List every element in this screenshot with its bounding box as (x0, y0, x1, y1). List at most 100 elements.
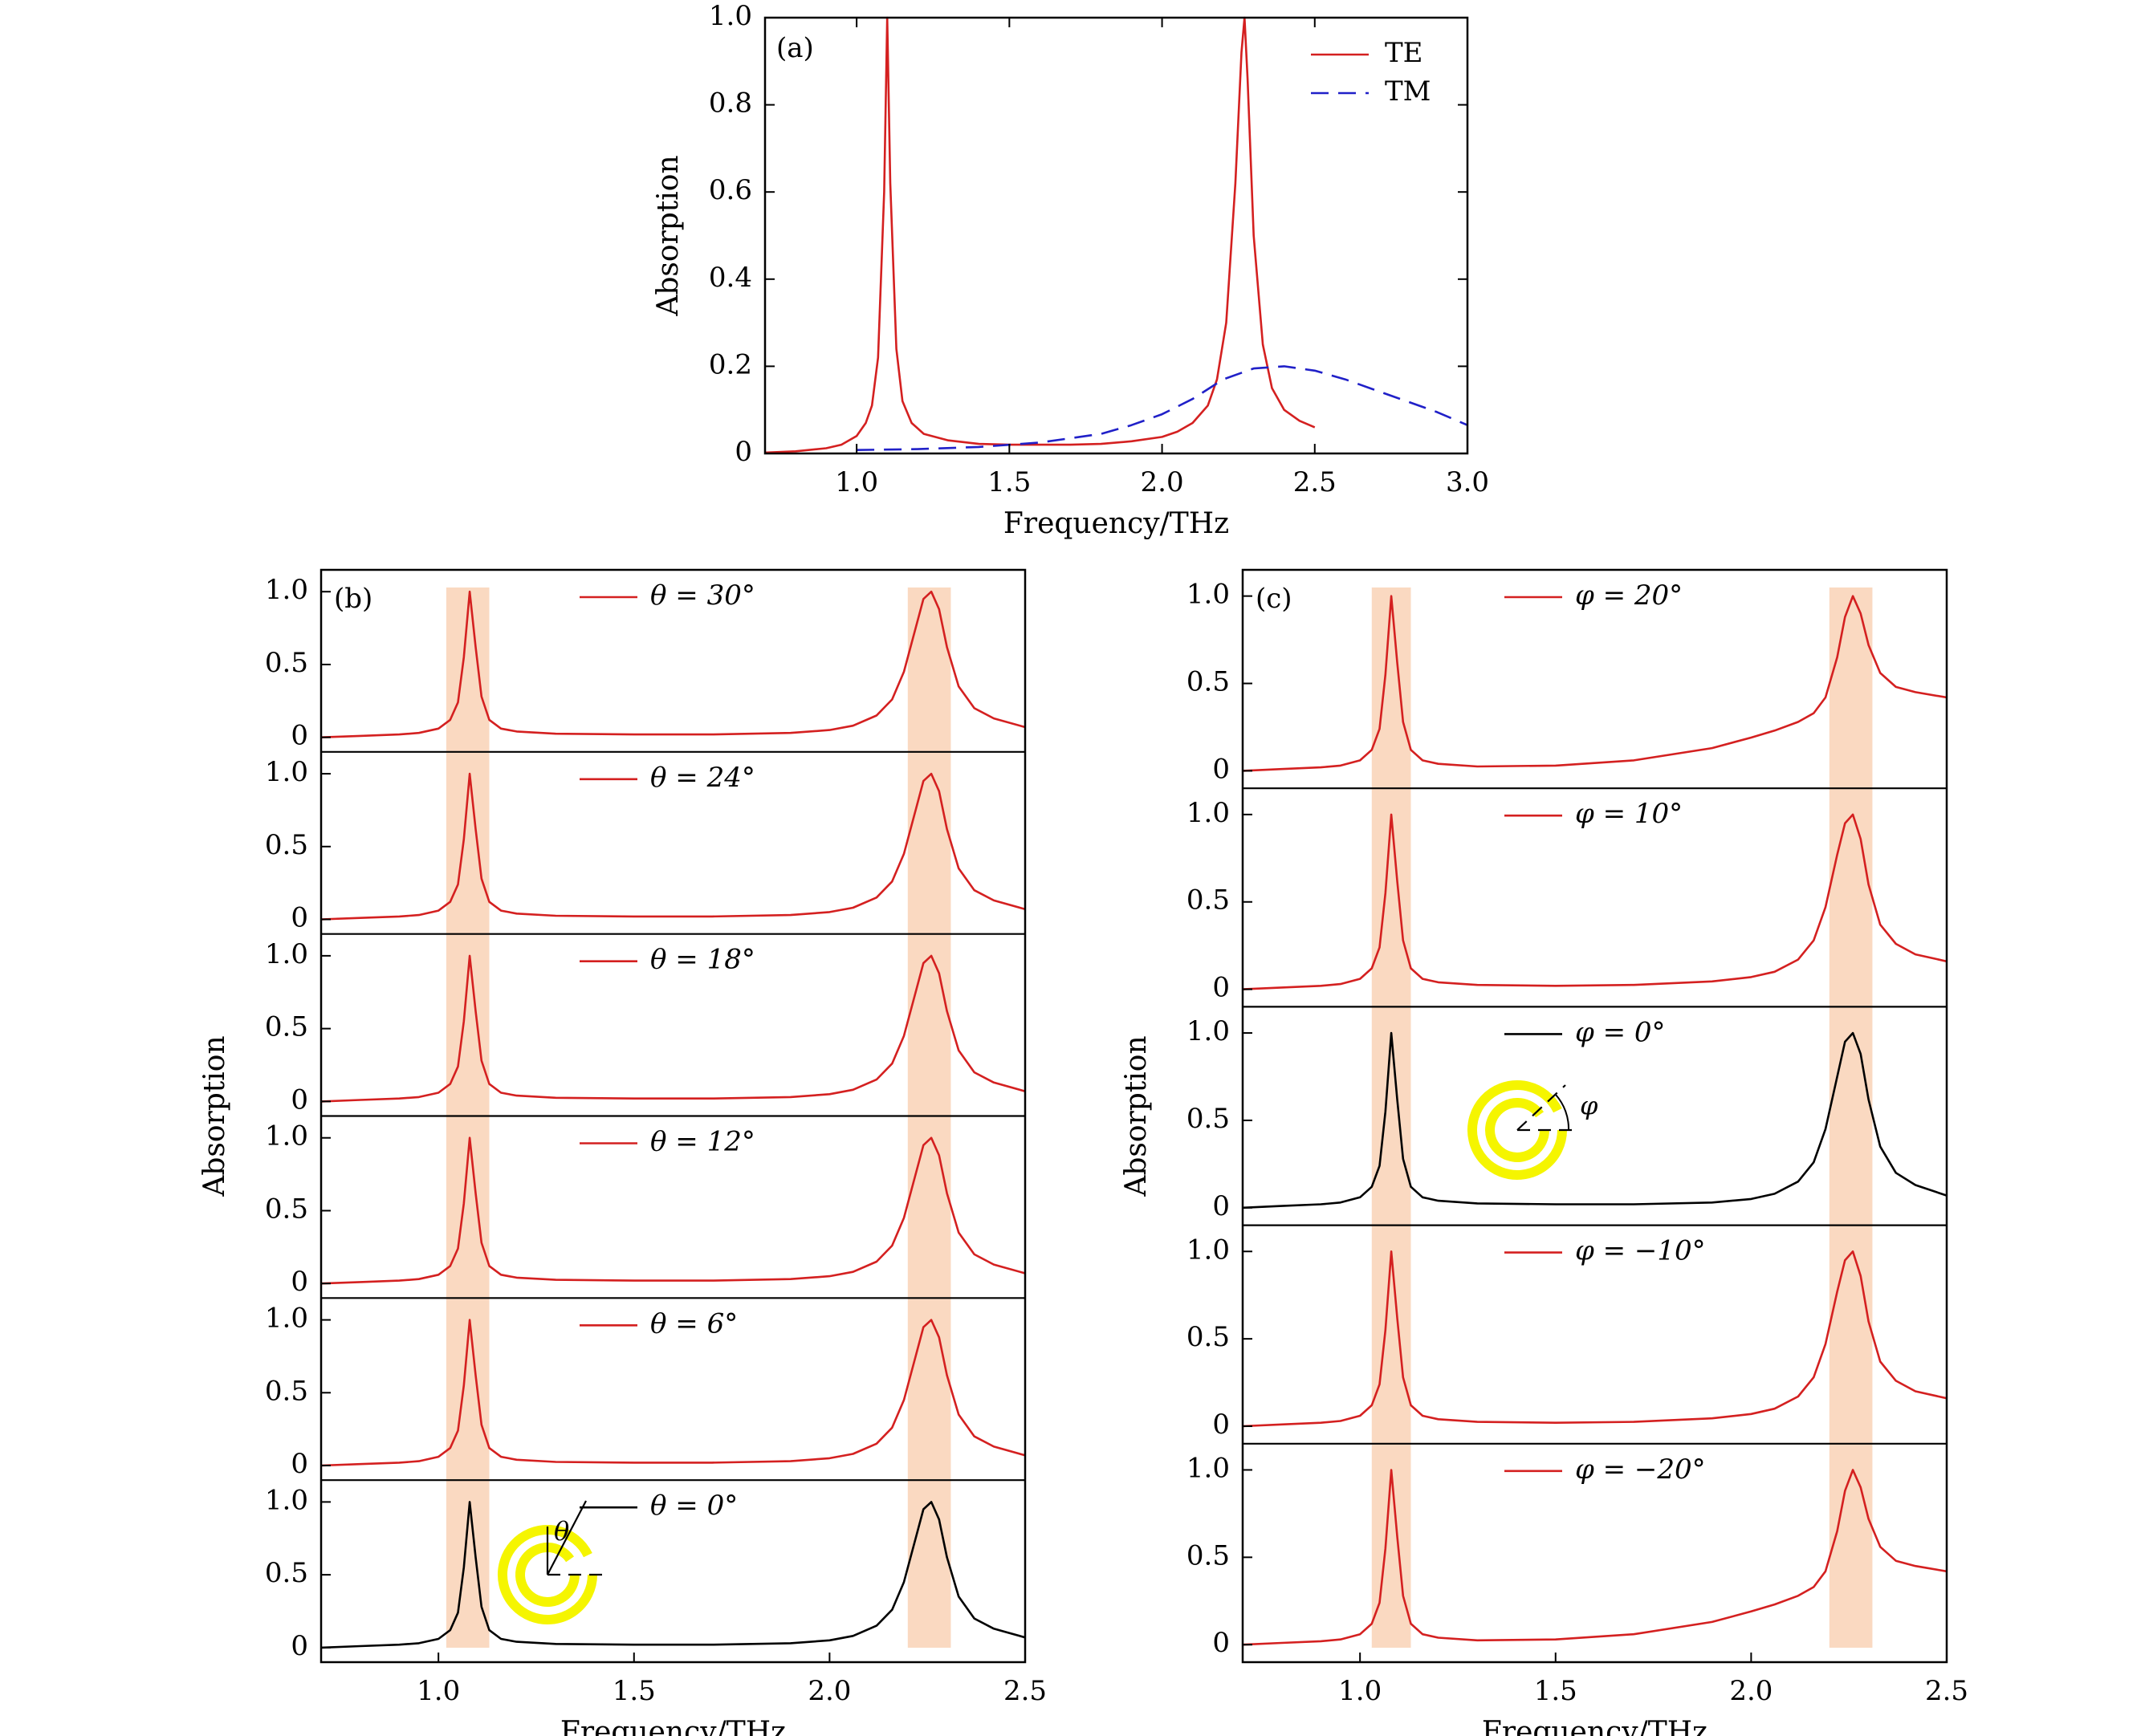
panel-b-ytick-label: 1.0 (265, 1484, 308, 1516)
panel-c-ytick-label: 0.5 (1186, 1539, 1230, 1571)
panel-c-ytick-label: 0 (1212, 753, 1230, 785)
panel-a-plot-area (765, 16, 1467, 453)
panel-b-ytick-label: 1.0 (265, 756, 308, 788)
panel-c-legend-label: φ = −10° (1575, 1235, 1706, 1267)
panel-c-legend-label: φ = −20° (1575, 1453, 1706, 1486)
panel-c-ytick-label: 0.5 (1186, 1103, 1230, 1135)
panel-c-series-line (1243, 813, 1947, 990)
panel-c-ytick-label: 1.0 (1186, 797, 1230, 829)
panel-a: 1.0 1.5 2.0 2.5 3.0 0 0.2 0.4 0.6 0.8 1.0 Frequency… (652, 0, 1489, 540)
panel-b-frame (320, 568, 1027, 1664)
panel-c-frame (1241, 568, 1948, 1664)
panel-b-plot-area (321, 1136, 1025, 1285)
panel-b: 0 0.5 1.0 θ = 30° 0 0.5 1.0 θ = 24° 0 0.5 1.0 θ = 1… (198, 568, 1047, 1736)
panel-c-subplot: 0 0.5 1.0 φ = −20° (1186, 1442, 1947, 1659)
panel-c-highlight-band (1829, 587, 1873, 1648)
panel-c-subplot: 0 0.5 1.0 φ = 20° (1186, 579, 1947, 785)
panel-c-ytick-label: 0 (1212, 1190, 1230, 1222)
panel-a-xtick-label: 1.5 (987, 466, 1031, 498)
panel-c-inset-inner-ring (1485, 1098, 1549, 1162)
panel-b-ytick-label: 1.0 (265, 574, 308, 606)
panel-a-ytick-label: 0.8 (709, 87, 752, 120)
panel-b-series-line (321, 1501, 1025, 1649)
panel-b-plot-area (321, 1501, 1025, 1649)
panel-b-ytick-label: 0 (291, 1630, 308, 1662)
panel-a-series-TM (857, 365, 1467, 451)
panel-c-xtick-label: 1.5 (1534, 1675, 1577, 1707)
panel-a-series-TE (765, 16, 1316, 453)
panel-b-inset-symbol: θ (554, 1516, 569, 1547)
panel-c-series-line (1243, 595, 1947, 772)
panel-a-xlabel: Frequency/THz (1003, 507, 1229, 540)
panel-c-ytick-label: 1.0 (1186, 1015, 1230, 1047)
panel-c-inset-outer-ring (1467, 1080, 1567, 1180)
panel-b-legend-label: θ = 18° (650, 944, 755, 976)
panel-b-label: (b) (334, 583, 372, 615)
panel-c-ytick-label: 1.0 (1186, 1234, 1230, 1266)
panel-b-ytick-label: 0.5 (265, 1011, 308, 1043)
panel-c-series-line (1243, 1469, 1947, 1646)
panel-a-xtick-label: 3.0 (1446, 466, 1489, 498)
panel-b-inset-outer-ring (498, 1525, 597, 1624)
panel-b-ytick-label: 0.5 (265, 1557, 308, 1589)
panel-b-ytick-label: 0.5 (265, 1193, 308, 1225)
panel-b-xlabel: Frequency/THz (560, 1716, 786, 1736)
panel-c-plot-area (1243, 1250, 1947, 1428)
panel-c-legend-label: φ = 10° (1575, 798, 1683, 830)
panel-b-subplot: 0 0.5 1.0 θ = 24° (265, 750, 1025, 934)
panel-b-ytick-label: 1.0 (265, 1120, 308, 1153)
panel-a-ylabel: Absorption (652, 155, 685, 316)
panel-b-plot-area (321, 772, 1025, 921)
panel-c-ytick-label: 0 (1212, 1627, 1230, 1659)
panel-b-series-line (321, 590, 1025, 738)
panel-b-subplot: 0 0.5 1.0 θ = 0° θ (265, 1479, 1025, 1662)
panel-b-ytick-label: 0 (291, 1266, 308, 1298)
panel-b-ylabel: Absorption (198, 1035, 231, 1197)
panel-c-plot-area (1243, 813, 1947, 990)
panel-c-label: (c) (1256, 583, 1292, 615)
panel-a-ytick-label: 0 (735, 436, 752, 468)
panel-b-inset-ray (547, 1500, 587, 1575)
panel-b-series-line (321, 772, 1025, 921)
panel-c-inset-ray (1516, 1084, 1566, 1131)
panel-a-legend-label: TE (1385, 37, 1423, 69)
panel-b-xtick-label: 2.0 (808, 1675, 851, 1707)
panel-b-ytick-label: 0.5 (265, 1375, 308, 1407)
panel-c-subplot: 0 0.5 1.0 φ = 0° φ (1186, 1006, 1947, 1222)
panel-b-subplot: 0 0.5 1.0 θ = 30° (265, 574, 1025, 752)
panel-c-legend-label: φ = 20° (1575, 579, 1683, 612)
panel-c-legend-label: φ = 0° (1575, 1016, 1666, 1048)
panel-c-ytick-label: 1.0 (1186, 1452, 1230, 1484)
panel-c-subplot: 0 0.5 1.0 φ = −10° (1186, 1224, 1947, 1441)
panel-a-xtick-label: 1.0 (835, 466, 878, 498)
panel-b-xtick-label: 1.0 (417, 1675, 460, 1707)
panel-b-ytick-label: 0 (291, 1083, 308, 1116)
panel-c-xtick-label: 2.5 (1925, 1675, 1968, 1707)
panel-a-label: (a) (776, 32, 814, 64)
panel-b-plot-area (321, 590, 1025, 738)
panel-c-series-line (1243, 1031, 1947, 1210)
panel-c-plot-area (1243, 1031, 1947, 1210)
panel-a-xtick-label: 2.5 (1293, 466, 1337, 498)
panel-b-legend-label: θ = 0° (650, 1490, 738, 1522)
panel-b-subplot: 0 0.5 1.0 θ = 12° (265, 1115, 1025, 1298)
panel-c: 0 0.5 1.0 φ = 20° 0 0.5 1.0 φ = 10° 0 0.5 1.0 φ = 0… (1120, 568, 1968, 1736)
panel-a-legend-label: TM (1385, 75, 1431, 108)
panel-c-inset-arc (1555, 1094, 1570, 1131)
panel-a-ytick-label: 0.6 (709, 174, 752, 206)
panel-c-xtick-label: 1.0 (1338, 1675, 1382, 1707)
panel-c-highlight-band (1371, 587, 1411, 1648)
panel-a-xtick-label: 2.0 (1141, 466, 1184, 498)
panel-a-ytick-label: 0.2 (709, 348, 752, 380)
panel-b-ytick-label: 0.5 (265, 829, 308, 861)
panel-c-ytick-label: 0.5 (1186, 666, 1230, 698)
panel-c-ytick-label: 1.0 (1186, 579, 1230, 611)
panel-b-xtick-label: 2.5 (1003, 1675, 1047, 1707)
panel-b-ytick-label: 0.5 (265, 647, 308, 679)
panel-b-ytick-label: 0 (291, 720, 308, 752)
panel-c-ytick-label: 0 (1212, 1409, 1230, 1441)
panel-c-ylabel: Absorption (1120, 1035, 1153, 1197)
panel-c-series-line (1243, 1250, 1947, 1428)
panel-b-legend-label: θ = 6° (650, 1307, 738, 1340)
